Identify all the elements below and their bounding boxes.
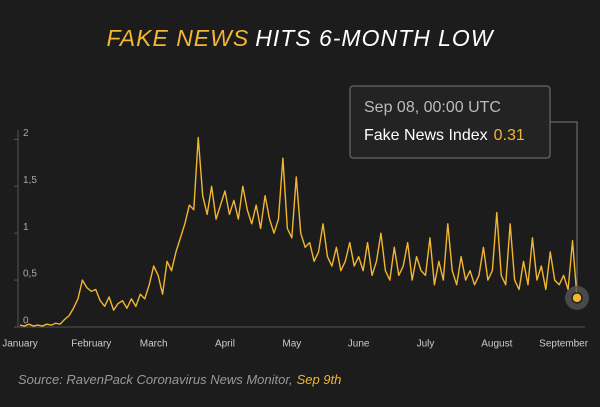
y-tick-label: 0 — [23, 316, 29, 327]
plot: 0 0,5 1 1,5 2 January February March April May Jun… — [2, 121, 589, 350]
chart-title: FAKE NEWS HITS 6-MONTH LOW — [106, 25, 494, 51]
x-tick-label: June — [348, 339, 370, 350]
y-tick-label: 2 — [23, 128, 29, 139]
tooltip-connector — [550, 121, 578, 286]
x-tick-label: March — [140, 339, 168, 350]
x-tick-label: August — [481, 339, 512, 350]
tooltip-box — [349, 85, 551, 159]
x-tick-label: February — [71, 339, 111, 350]
title-rest: HITS 6-MONTH LOW — [255, 25, 495, 51]
y-tick-label: 1,5 — [23, 175, 37, 186]
source-date: Sep 9th — [297, 372, 342, 387]
tooltip-date: Sep 08, 00:00 UTC — [364, 99, 501, 116]
source: Source: RavenPack Coronavirus News Monit… — [18, 372, 341, 387]
marker — [571, 292, 583, 304]
x-tick-label: January — [2, 339, 38, 350]
title-highlight: FAKE NEWS — [106, 25, 249, 51]
source-text: Source: RavenPack Coronavirus News Monit… — [18, 372, 293, 387]
tooltip: Sep 08, 00:00 UTC Fake News Index 0.31 — [349, 85, 551, 159]
x-tick-label: May — [282, 339, 301, 350]
y-tick-label: 1 — [23, 222, 29, 233]
tooltip-series: Fake News Index — [364, 127, 488, 144]
x-tick-label: April — [215, 339, 235, 350]
line — [19, 136, 578, 327]
tooltip-label: Fake News Index 0.31 — [364, 127, 525, 144]
y-tick-label: 0,5 — [23, 269, 37, 280]
x-tick-label: September — [539, 339, 589, 350]
tooltip-value: 0.31 — [494, 127, 525, 144]
x-tick-label: July — [417, 339, 435, 350]
